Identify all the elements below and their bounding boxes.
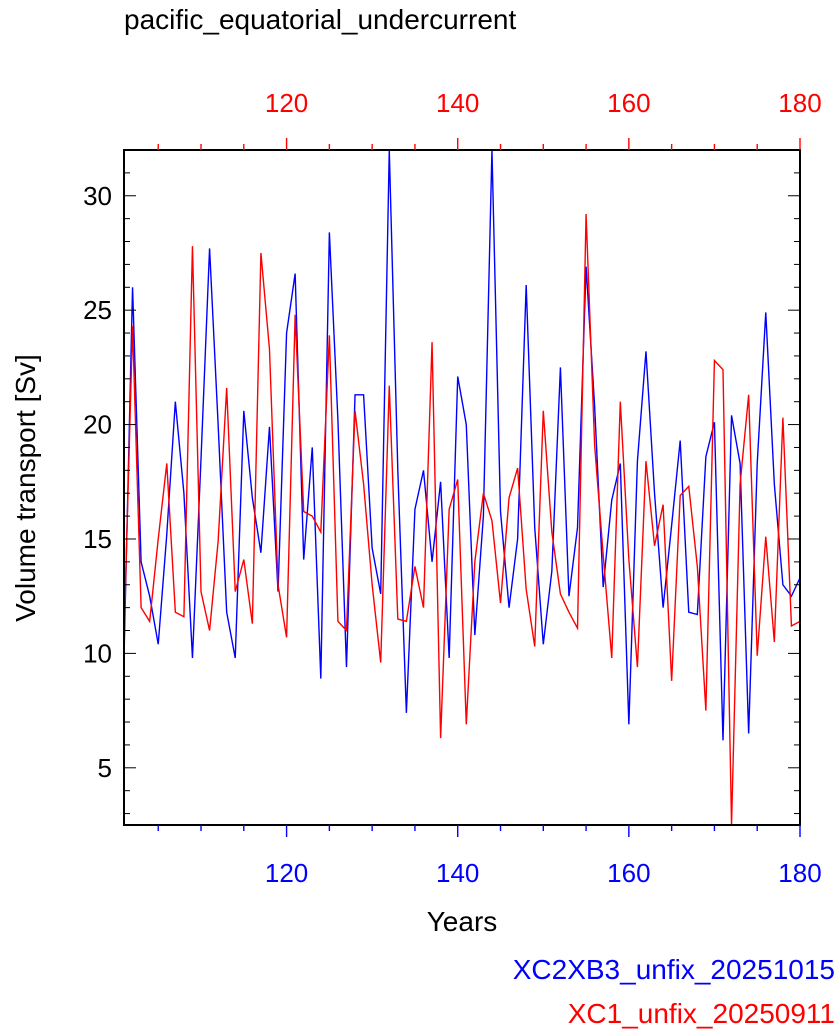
- x-tick-label-bottom: 180: [778, 858, 821, 888]
- x-tick-label-top: 120: [265, 88, 308, 118]
- x-tick-label-top: 180: [778, 88, 821, 118]
- y-tick-label: 10: [83, 638, 112, 668]
- x-tick-label-bottom: 140: [436, 858, 479, 888]
- x-axis-label: Years: [427, 906, 498, 937]
- x-tick-label-bottom: 120: [265, 858, 308, 888]
- legend-entry-series-2: XC1_unfix_20250911: [568, 998, 835, 1029]
- series-line-2: [123, 214, 801, 826]
- plot-frame: [123, 149, 801, 826]
- y-tick-label: 5: [98, 753, 112, 783]
- y-tick-label: 30: [83, 181, 112, 211]
- plot-area: 5 10 15 20 25 30 120 120 140 140 160 160 180 180: [83, 88, 822, 888]
- y-tick-label: 25: [83, 295, 112, 325]
- y-tick-label: 15: [83, 524, 112, 554]
- series-line-1: [123, 149, 801, 741]
- y-tick-label: 20: [83, 410, 112, 440]
- legend-entry-series-1: XC2XB3_unfix_20251015: [513, 954, 835, 985]
- x-tick-label-bottom: 160: [607, 858, 650, 888]
- chart-title: pacific_equatorial_undercurrent: [124, 4, 516, 35]
- x-tick-label-top: 140: [436, 88, 479, 118]
- x-tick-label-top: 160: [607, 88, 650, 118]
- y-axis-label: Volume transport [Sv]: [10, 354, 41, 622]
